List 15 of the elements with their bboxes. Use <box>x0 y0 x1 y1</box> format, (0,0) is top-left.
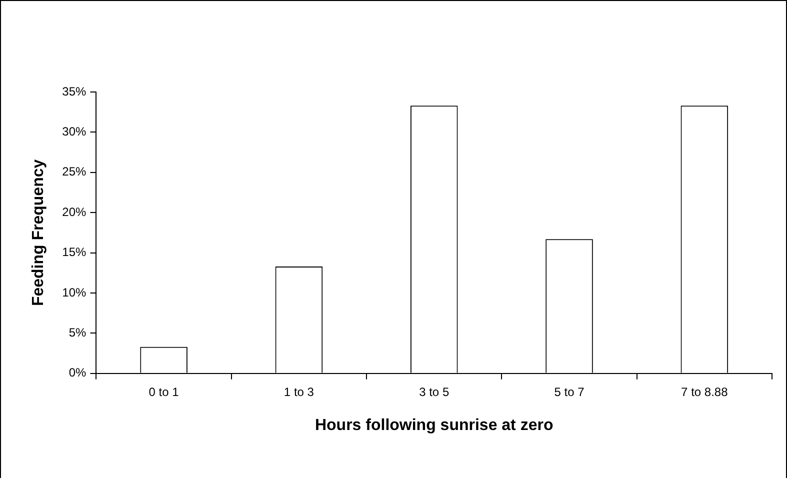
x-tick-label: 5 to 7 <box>554 384 585 399</box>
y-tick-label: 25% <box>62 164 87 179</box>
y-axis-title: Feeding Frequency <box>30 159 48 306</box>
y-tick-label: 20% <box>62 204 87 219</box>
y-tick-label: 30% <box>62 124 87 139</box>
x-tick-label: 1 to 3 <box>284 384 314 399</box>
y-tick-label: 5% <box>68 326 87 340</box>
y-tick-label: 10% <box>62 285 87 300</box>
y-tick-label: 15% <box>62 245 87 260</box>
x-tick-label: 3 to 5 <box>419 384 450 399</box>
y-tick-label: 0% <box>68 366 87 380</box>
x-tick-label: 0 to 1 <box>148 384 180 399</box>
x-tick-label: 7 to 8.88 <box>681 384 728 399</box>
x-axis-title: Hours following sunrise at zero <box>314 416 554 434</box>
y-tick-label: 35% <box>62 84 87 98</box>
